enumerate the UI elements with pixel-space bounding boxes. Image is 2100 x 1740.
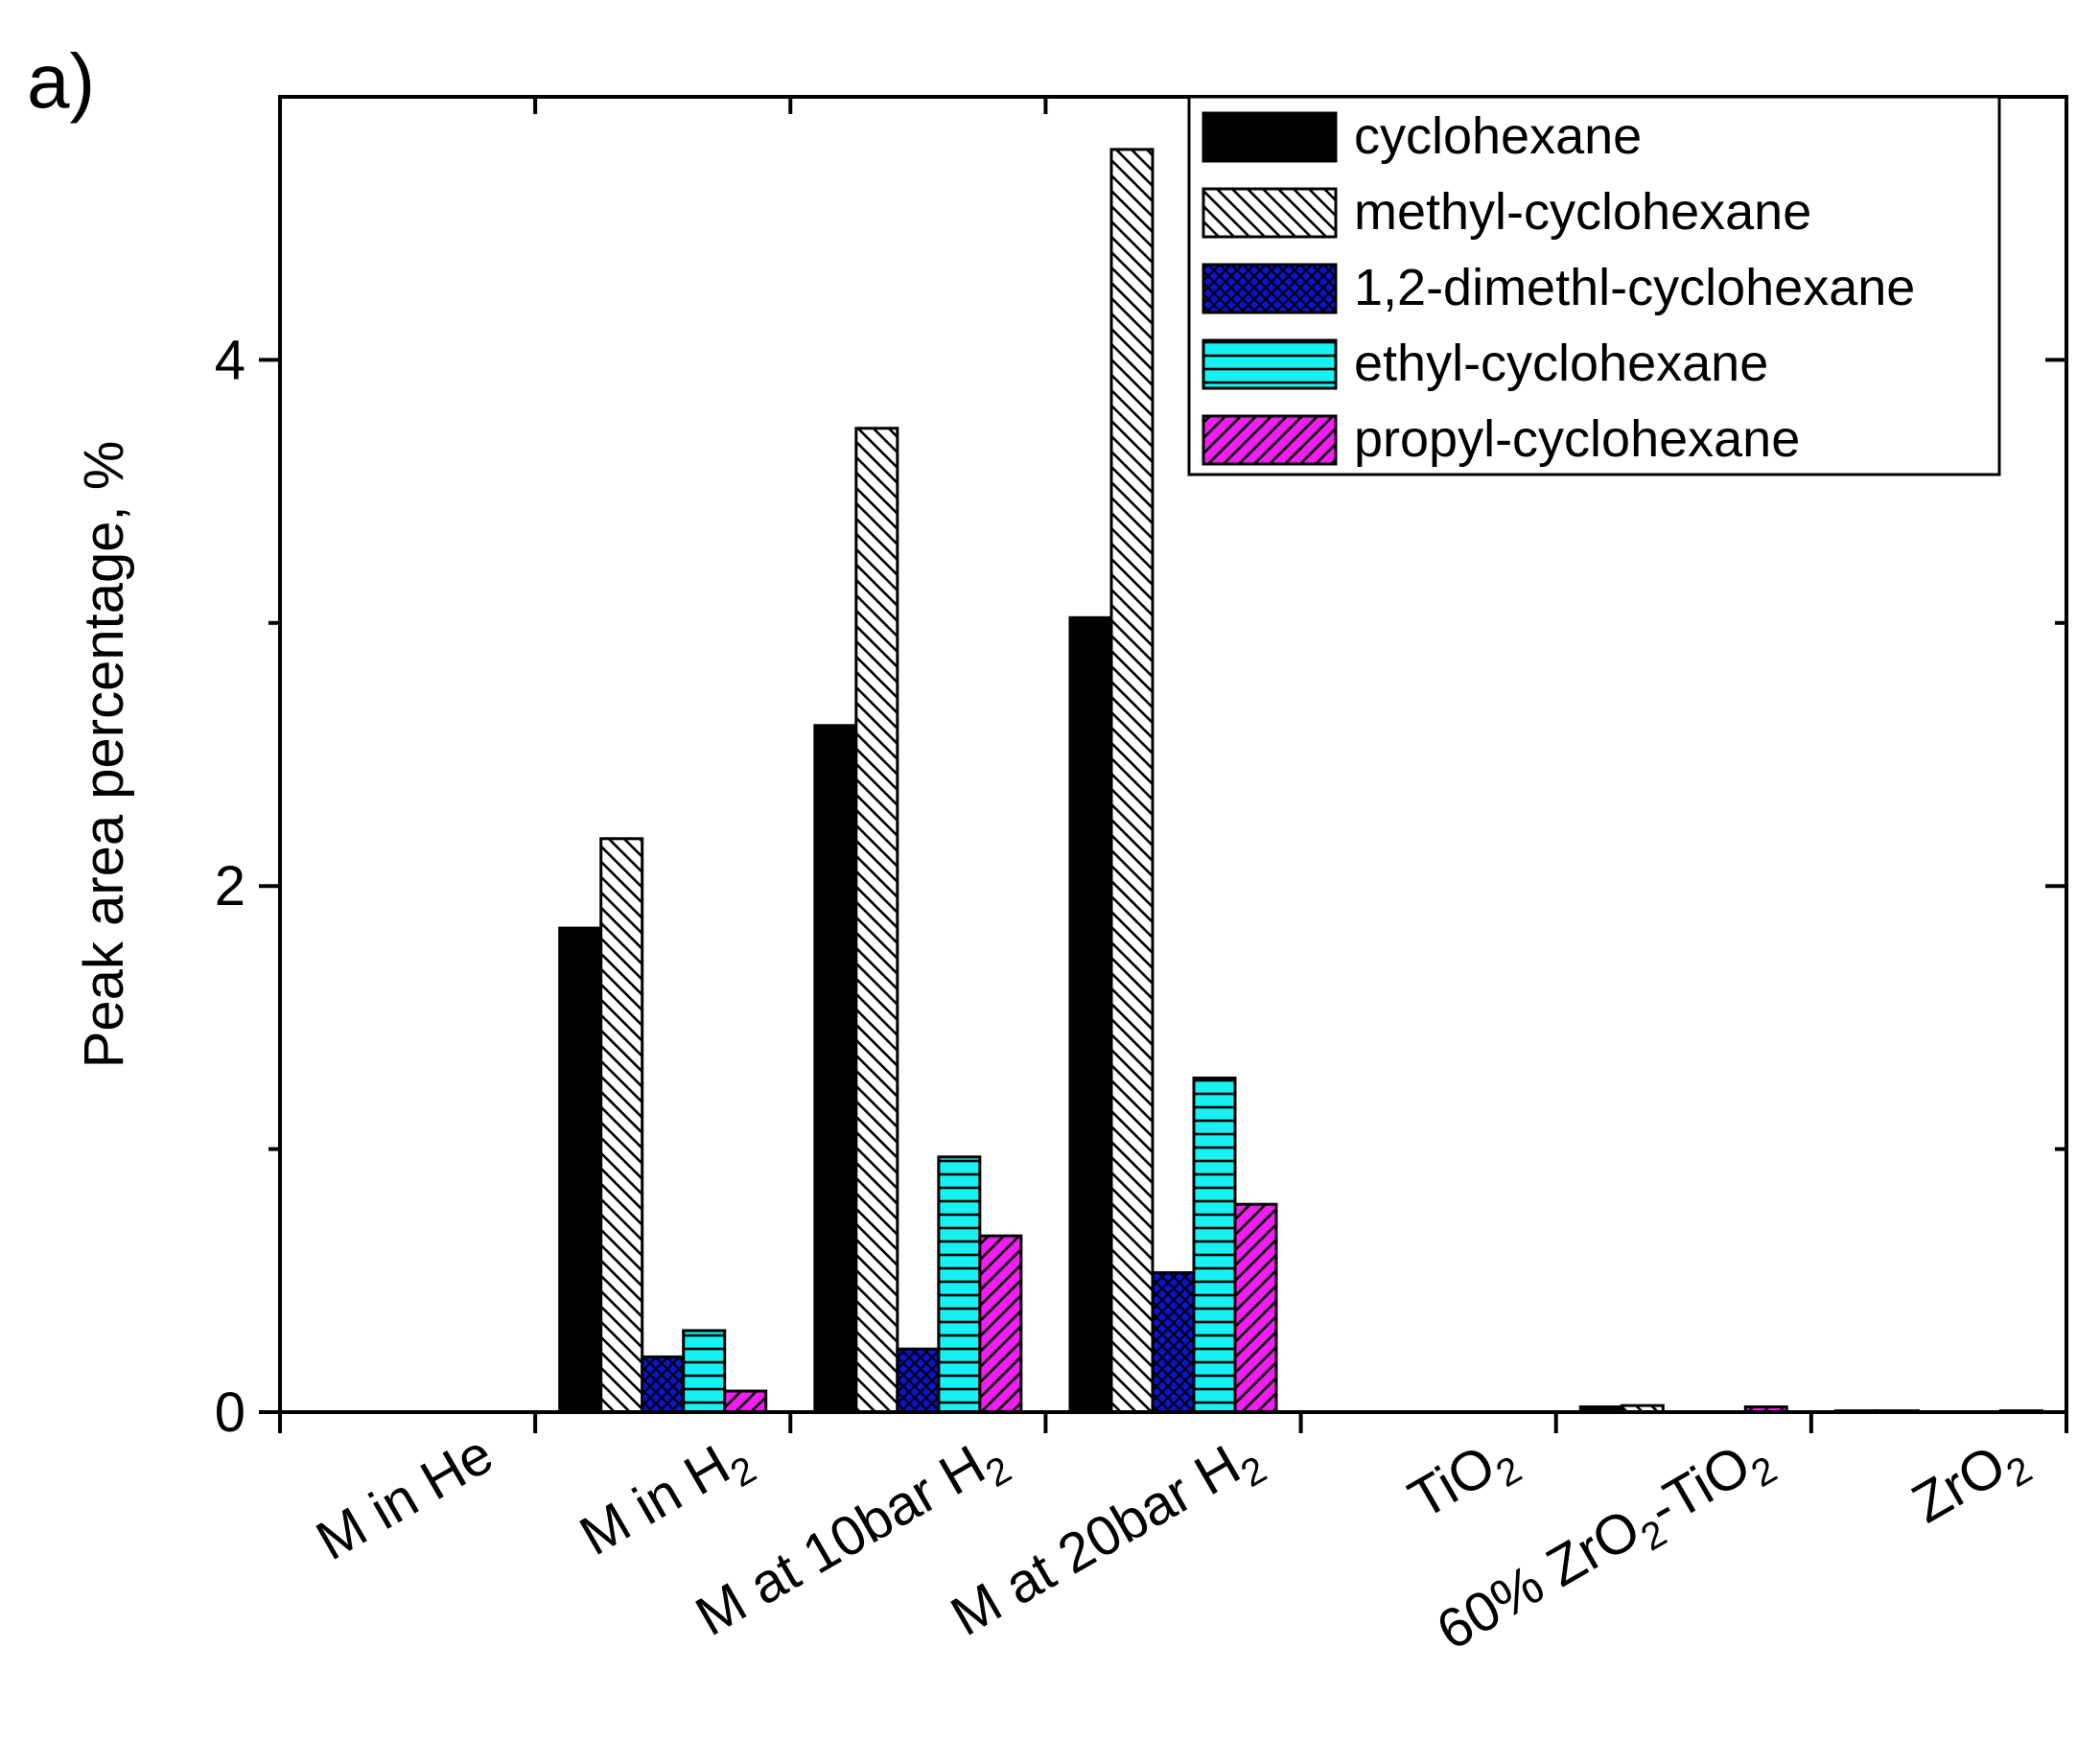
legend-label: 1,2-dimethl-cyclohexane (1354, 259, 1915, 316)
legend-label: ethyl-cyclohexane (1354, 335, 1768, 392)
legend-swatch-methyl-cyclohexane (1202, 187, 1338, 239)
bar-cyclohexane-cat-2 (813, 724, 858, 1414)
bar-ethyl-cyclohexane-cat-3 (1192, 1077, 1237, 1414)
legend-swatch-propyl-cyclohexane (1202, 414, 1338, 466)
y-tick-label: 0 (215, 1381, 245, 1444)
x-tick-label: ZrO2 (1902, 1423, 2039, 1543)
legend-swatch-cyclohexane (1202, 111, 1338, 163)
legend-label: cyclohexane (1354, 107, 1642, 165)
x-tick-label: M in He (306, 1423, 503, 1572)
legend: cyclohexane methyl-cyclohexane 1,2-dimethl… (1187, 95, 2001, 476)
panel-label: a) (27, 38, 95, 124)
bar-methyl-cyclohexane-cat-3 (1109, 148, 1155, 1414)
bar-ethyl-cyclohexane-cat-1 (682, 1329, 727, 1414)
x-tick-label: M in H2 (570, 1423, 763, 1576)
plot-frame (278, 95, 2068, 1414)
bar-ethyl-cyclohexane-cat-2 (937, 1155, 982, 1414)
legend-swatch-1,2-dimethl-cyclohexane (1202, 263, 1338, 314)
bar-propyl-cyclohexane-cat-1 (723, 1389, 768, 1414)
x-tick-label: TiO2 (1398, 1423, 1528, 1540)
bar-1,2-dimethl-cyclohexane-cat-1 (641, 1355, 686, 1414)
legend-label: propyl-cyclohexane (1354, 410, 1800, 468)
bars-group (558, 148, 2043, 1414)
bar-1,2-dimethl-cyclohexane-cat-2 (896, 1347, 941, 1414)
bar-cyclohexane-cat-1 (558, 926, 603, 1414)
bar-cyclohexane-cat-3 (1068, 615, 1113, 1414)
bar-methyl-cyclohexane-cat-1 (599, 837, 644, 1414)
bar-propyl-cyclohexane-cat-3 (1233, 1202, 1278, 1414)
bar-1,2-dimethl-cyclohexane-cat-3 (1151, 1271, 1196, 1414)
y-tick-label: 4 (215, 329, 245, 391)
legend-swatch-ethyl-cyclohexane (1202, 338, 1338, 390)
bar-methyl-cyclohexane-cat-2 (854, 427, 899, 1414)
y-tick-label: 2 (215, 855, 245, 917)
y-axis-label: Peak area percentage, % (73, 441, 135, 1069)
bar-propyl-cyclohexane-cat-2 (978, 1234, 1023, 1414)
legend-label: methyl-cyclohexane (1354, 183, 1811, 241)
